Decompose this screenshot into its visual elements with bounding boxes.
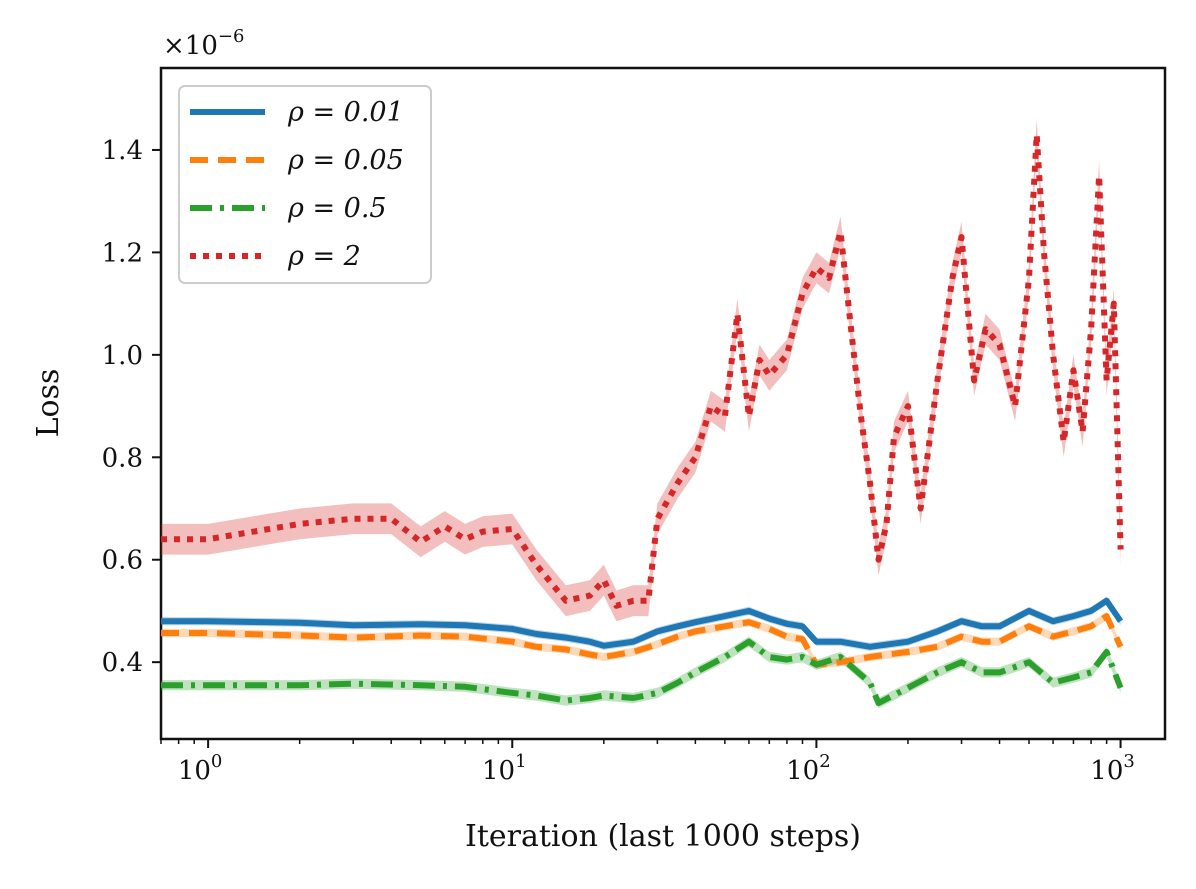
x-tick-base: 10 (1090, 756, 1123, 786)
x-tick-exponent: 1 (515, 751, 526, 772)
plot-frame (159, 66, 1167, 741)
x-tick-label: 103 (1090, 751, 1135, 786)
x-axis-label: Iteration (last 1000 steps) (465, 819, 861, 854)
series-line-4 (161, 131, 1124, 609)
x-tick-base: 10 (482, 756, 515, 786)
x-tick-label: 101 (482, 751, 527, 786)
x-tick-base: 10 (786, 756, 819, 786)
series-line-2 (161, 613, 1124, 668)
y-tick-label: 0.4 (102, 648, 143, 678)
legend-label-1: ρ = 0.01 (287, 97, 404, 128)
y-multiplier-base: ×10 (163, 31, 218, 61)
x-axis-ticks: 100 101 102 103 (160, 739, 1135, 786)
x-tick-exponent: 2 (819, 751, 830, 772)
y-tick-label: 1.4 (102, 136, 143, 166)
y-tick-label: 0.8 (102, 443, 143, 473)
x-tick-label: 102 (786, 751, 831, 786)
legend-label-4: ρ = 2 (287, 241, 361, 272)
y-tick-label: 1.0 (102, 341, 143, 371)
y-tick-label: 0.6 (102, 546, 143, 576)
series-line-1 (161, 597, 1124, 650)
legend-label-2: ρ = 0.05 (287, 145, 404, 176)
y-tick-label: 1.2 (102, 238, 143, 268)
legend: ρ = 0.01 ρ = 0.05 ρ = 0.5 ρ = 2 (178, 85, 432, 284)
x-tick-label: 100 (178, 751, 223, 786)
y-multiplier: ×10−6 (163, 26, 244, 61)
legend-box (178, 85, 432, 284)
x-tick-exponent: 0 (211, 751, 222, 772)
y-axis-label: Loss (31, 369, 66, 438)
x-tick-exponent: 3 (1123, 751, 1134, 772)
x-tick-base: 10 (178, 756, 211, 786)
series-lines (161, 131, 1124, 707)
y-multiplier-exponent: −6 (218, 26, 245, 47)
legend-label-3: ρ = 0.5 (287, 193, 387, 224)
y-axis-ticks: 0.4 0.6 0.8 1.0 1.2 1.4 (102, 136, 161, 678)
